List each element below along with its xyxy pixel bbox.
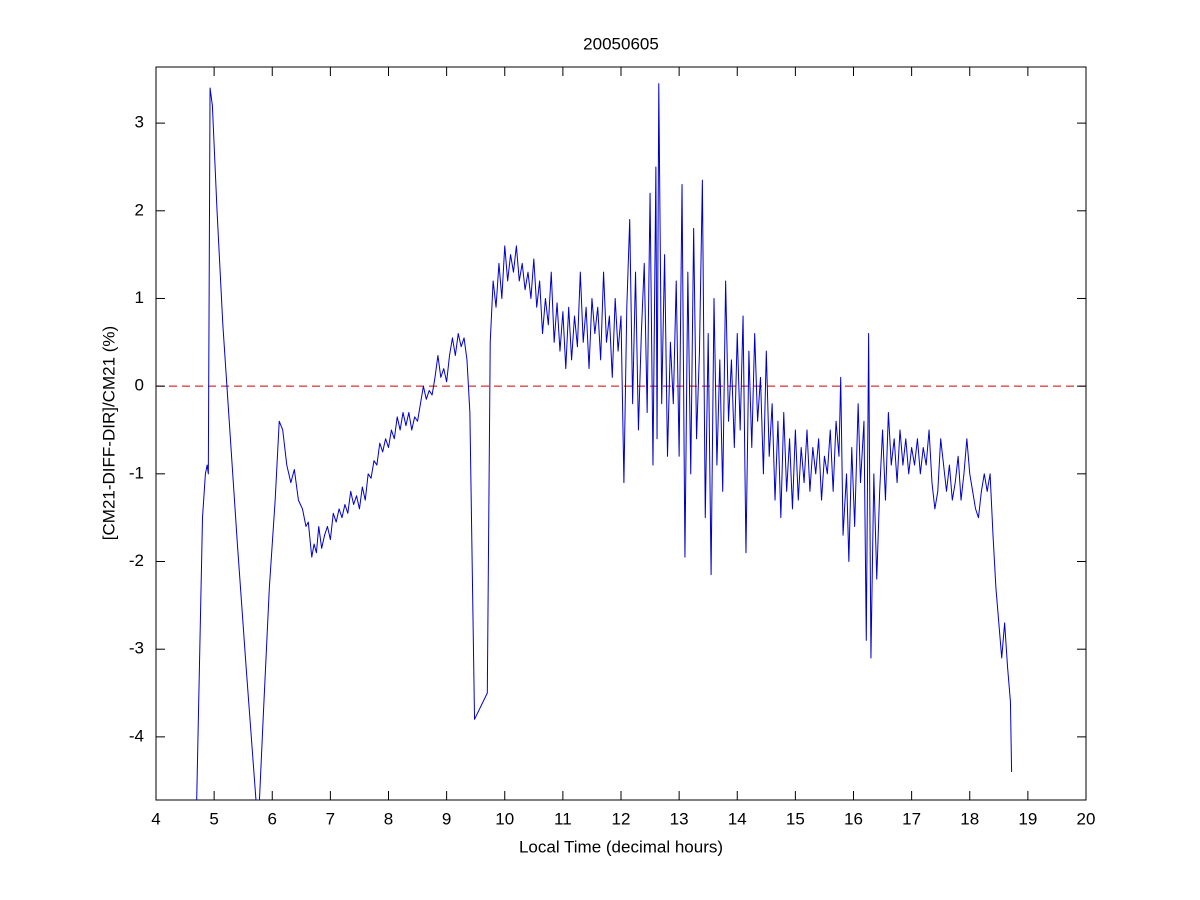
y-tick-label: 1: [135, 288, 144, 307]
x-tick-label: 15: [786, 809, 805, 828]
x-tick-label: 4: [151, 809, 160, 828]
y-tick-label: -3: [129, 639, 144, 658]
y-axis-label: [CM21-DIFF-DIR]/CM21 (%): [99, 326, 118, 540]
plot-area: [156, 83, 1086, 800]
y-tick-label: -2: [129, 551, 144, 570]
data-line: [196, 83, 1013, 800]
x-tick-label: 11: [554, 809, 572, 828]
plot-frame: [155, 66, 1087, 801]
x-tick-label: 9: [442, 809, 451, 828]
x-tick-label: 19: [1018, 809, 1037, 828]
y-tick-label: 3: [135, 113, 144, 132]
y-tick-label: -4: [129, 726, 144, 745]
x-tick-label: 14: [728, 809, 747, 828]
y-tick-label: 2: [135, 200, 144, 219]
chart-title: 20050605: [583, 34, 659, 53]
y-tick-label: -1: [129, 463, 144, 482]
x-tick-label: 7: [326, 809, 335, 828]
x-tick-label: 17: [902, 809, 921, 828]
x-tick-label: 20: [1077, 809, 1096, 828]
x-tick-label: 6: [268, 809, 277, 828]
y-tick-label: 0: [135, 376, 144, 395]
x-tick-label: 16: [844, 809, 863, 828]
x-tick-label: 8: [384, 809, 393, 828]
x-axis-label: Local Time (decimal hours): [519, 837, 723, 856]
x-tick-label: 13: [670, 809, 689, 828]
x-tick-label: 12: [612, 809, 631, 828]
x-tick-label: 18: [960, 809, 979, 828]
x-tick-label: 5: [209, 809, 218, 828]
x-tick-label: 10: [495, 809, 514, 828]
